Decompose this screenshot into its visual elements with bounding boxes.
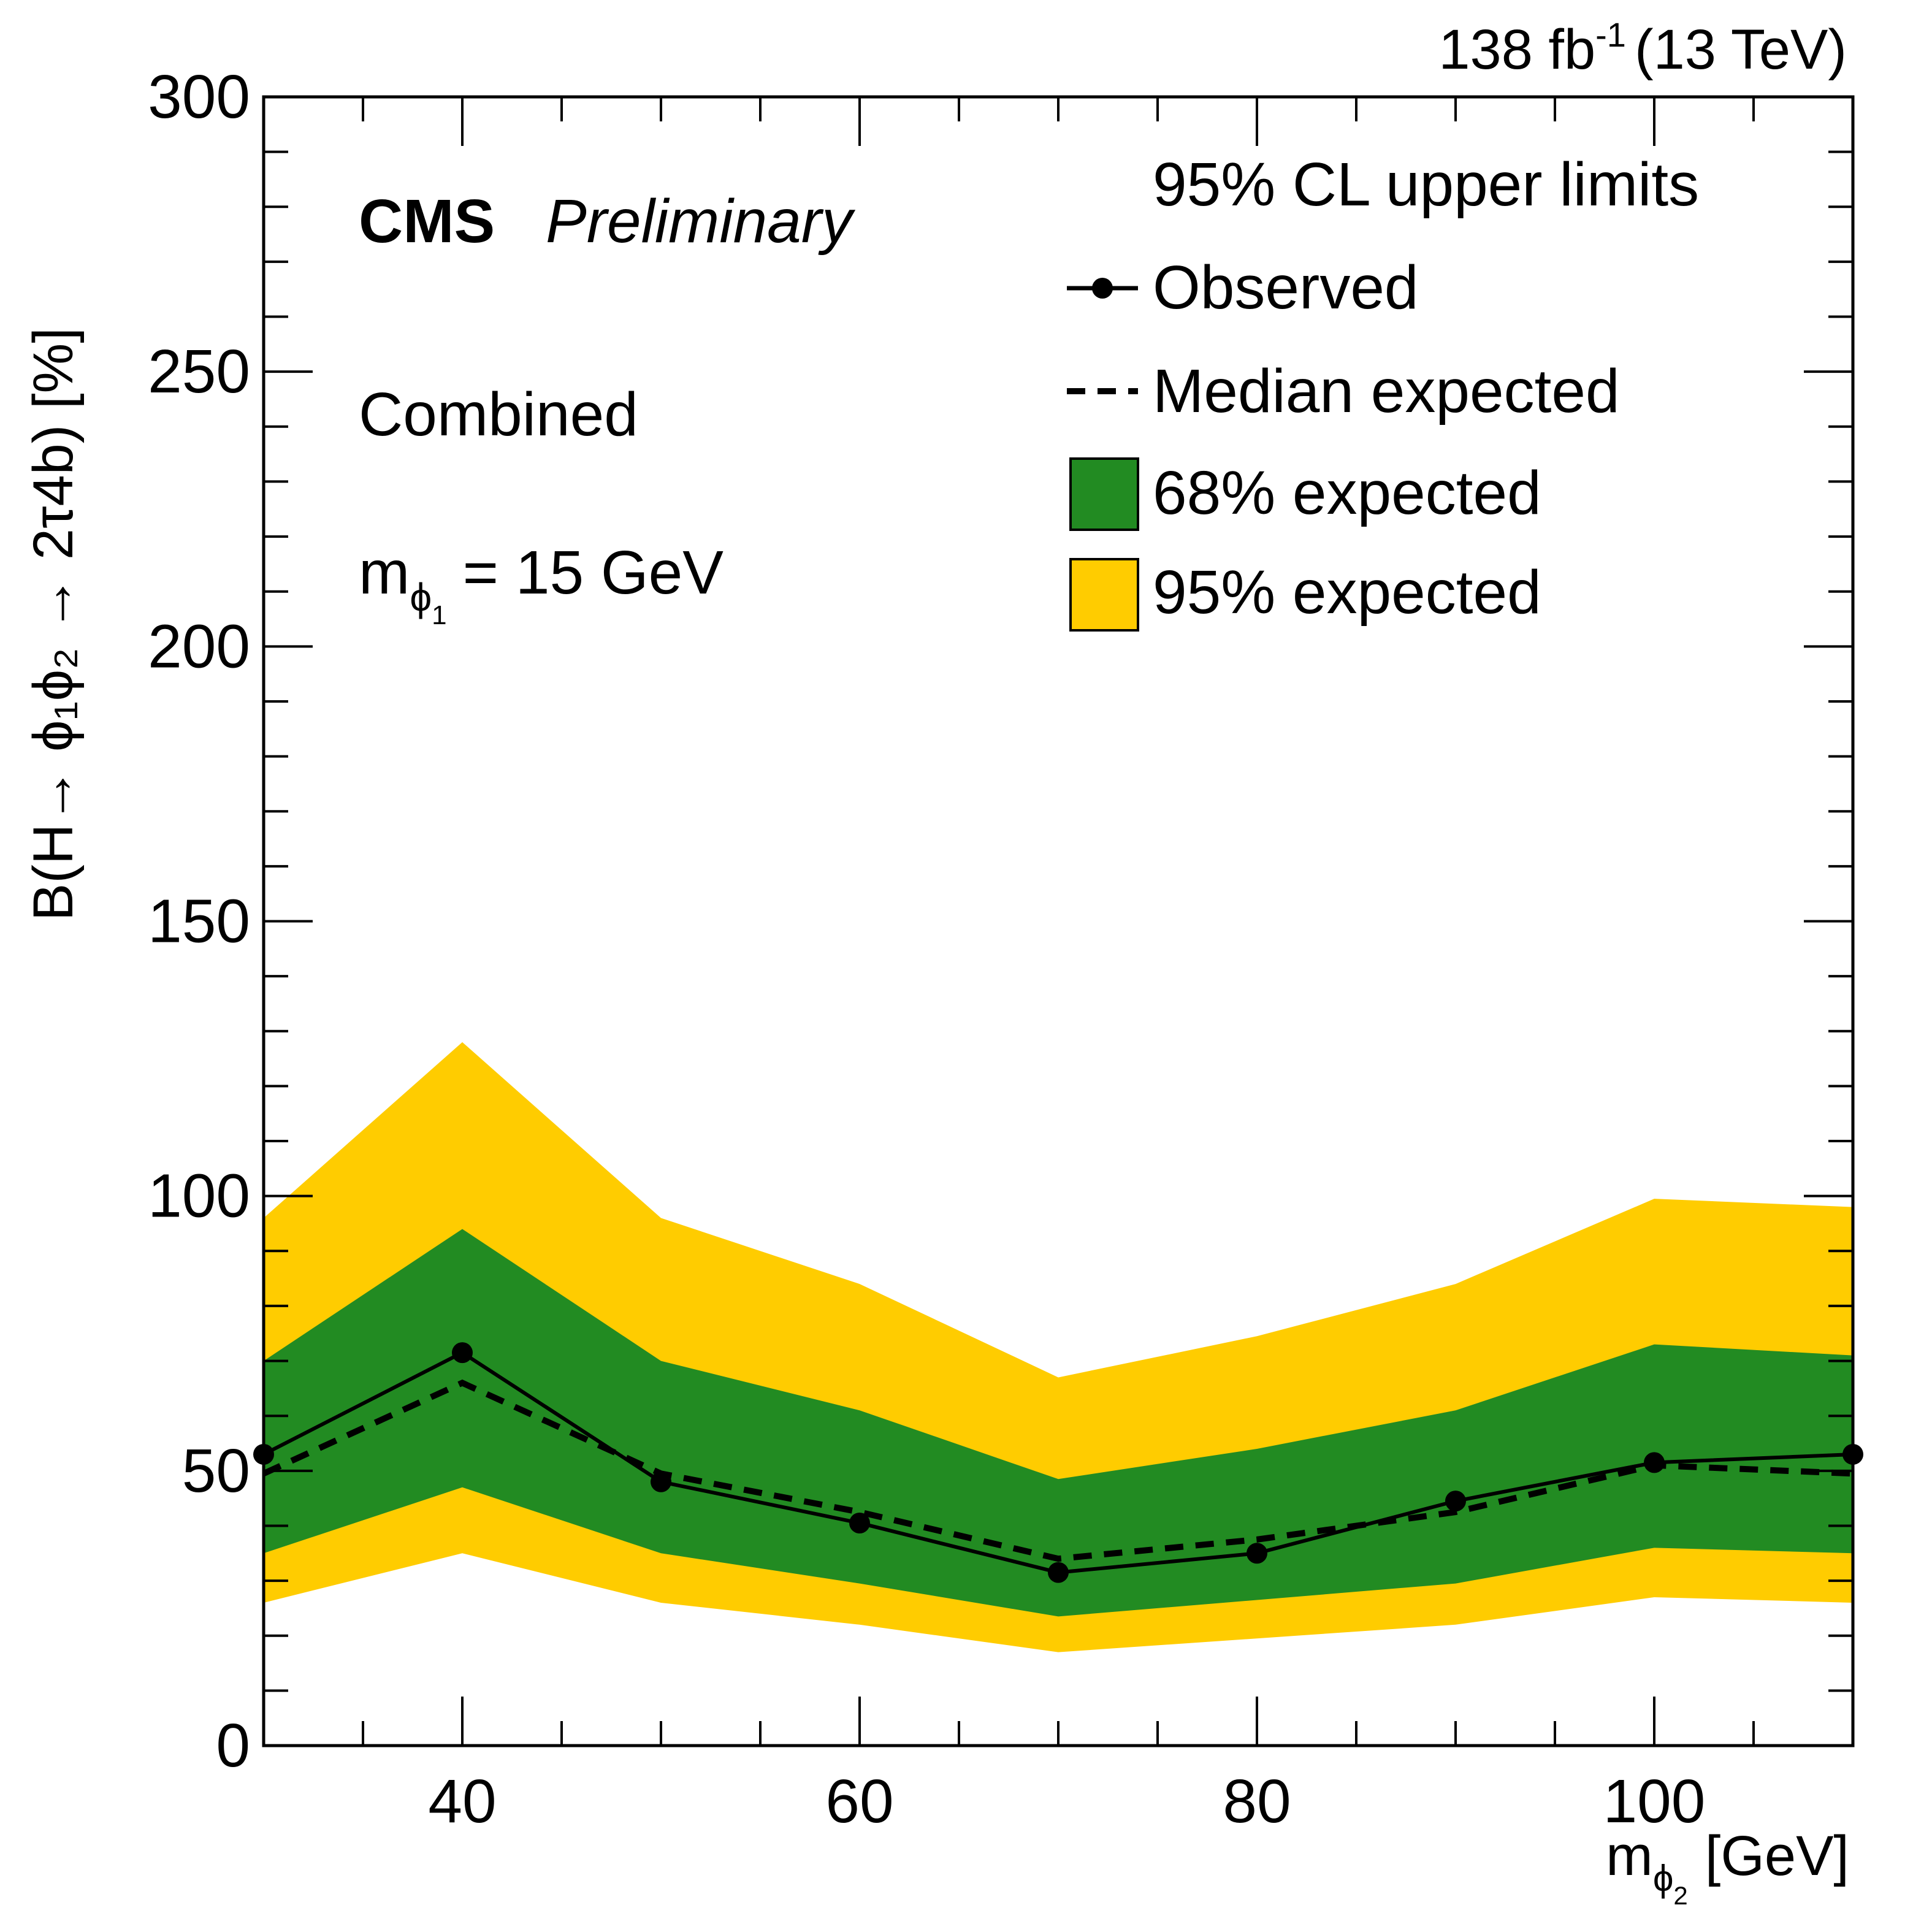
channel-label: Combined bbox=[359, 380, 638, 449]
legend-68-label: 68% expected bbox=[1153, 459, 1541, 527]
observed-point bbox=[1247, 1543, 1267, 1564]
y-tick-label: 50 bbox=[182, 1437, 250, 1505]
legend-median-label: Median expected bbox=[1153, 357, 1620, 426]
status-label: Preliminary bbox=[546, 187, 856, 256]
band-68-expected bbox=[264, 1229, 1853, 1617]
x-tick-label: 80 bbox=[1223, 1767, 1291, 1836]
limit-lines bbox=[253, 1342, 1863, 1583]
median-expected-line bbox=[262, 1379, 1854, 1562]
y-axis-title: B(H→ ϕ₁ϕ₂ → 2τ4b) [%] bbox=[22, 327, 85, 921]
plot-frame bbox=[262, 95, 1855, 1747]
observed-point bbox=[452, 1342, 473, 1364]
observed-point bbox=[849, 1512, 870, 1533]
y-tick-label: 250 bbox=[148, 337, 250, 406]
experiment-label: CMS bbox=[359, 187, 495, 256]
legend-95-label: 95% expected bbox=[1153, 558, 1541, 627]
observed-point bbox=[1445, 1491, 1466, 1512]
legend-68-swatch bbox=[1069, 457, 1139, 531]
x-axis-title: mϕ2[GeV] bbox=[1606, 1825, 1849, 1910]
y-tick-label: 0 bbox=[216, 1711, 250, 1780]
legend-header: 95% CL upper limits bbox=[1153, 150, 1699, 219]
observed-point bbox=[1644, 1452, 1665, 1473]
x-tick-label: 60 bbox=[825, 1767, 893, 1836]
y-tick-label: 300 bbox=[148, 63, 250, 131]
y-tick-label: 150 bbox=[148, 887, 250, 956]
observed-point bbox=[1048, 1562, 1069, 1583]
legend-observed-label: Observed bbox=[1153, 253, 1419, 322]
observed-point bbox=[651, 1471, 671, 1492]
y-tick-label: 100 bbox=[148, 1162, 250, 1231]
legend: 95% CL upper limits Observed Median expe… bbox=[1067, 150, 1699, 632]
legend-observed-marker bbox=[1092, 278, 1113, 299]
axis-ticks bbox=[262, 96, 1854, 1747]
mass-point-label: mϕ1= 15 GeV bbox=[359, 538, 724, 630]
lumi-label: 138 fb-1 (13 TeV) bbox=[1438, 15, 1847, 81]
y-tick-label: 200 bbox=[148, 612, 250, 681]
x-tick-label: 100 bbox=[1603, 1767, 1706, 1836]
x-tick-label: 40 bbox=[428, 1767, 496, 1836]
axis-tick-labels: 40 60 80 100 0 50 100 150 200 250 300 bbox=[148, 63, 1705, 1836]
legend-95-swatch bbox=[1069, 558, 1139, 632]
